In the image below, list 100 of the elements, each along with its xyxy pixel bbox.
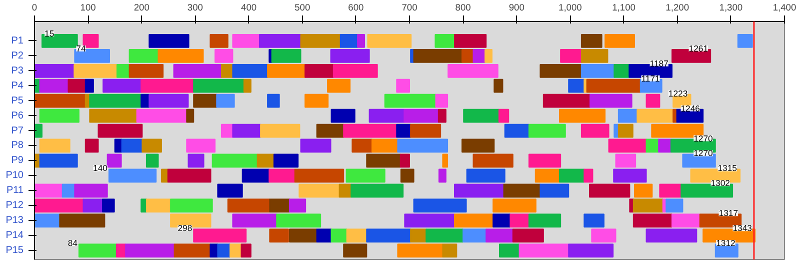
- x-tick-label: 500: [294, 2, 310, 12]
- bar: [259, 34, 302, 48]
- x-tick-label: 600: [348, 2, 364, 12]
- annotation: 1317: [718, 208, 738, 218]
- bar: [116, 64, 130, 78]
- bar: [140, 94, 150, 108]
- y-tick-label: P3: [11, 65, 24, 76]
- bar: [74, 184, 108, 198]
- bar: [448, 64, 498, 78]
- annotation: 1315: [718, 163, 738, 174]
- bar: [125, 244, 175, 258]
- y-tick-label: P7: [11, 125, 24, 136]
- bar: [442, 154, 448, 168]
- bar: [128, 48, 159, 63]
- annotation: 1223: [668, 88, 688, 98]
- y-tick-label: P10: [6, 170, 24, 182]
- bar: [540, 184, 570, 198]
- annotation: 1270: [694, 148, 714, 158]
- annotation: 1171: [641, 73, 660, 84]
- bar: [534, 168, 560, 183]
- annotation: 74: [76, 43, 86, 54]
- x-tick-label: 100: [80, 2, 96, 12]
- annotation: 1343: [732, 223, 752, 234]
- bar: [466, 168, 506, 183]
- bar: [343, 244, 368, 258]
- bar: [560, 48, 582, 63]
- x-tick-label: 900: [508, 2, 524, 12]
- bar: [737, 34, 753, 48]
- bar: [330, 228, 348, 242]
- bar: [518, 244, 570, 258]
- bar: [186, 138, 216, 153]
- bar: [454, 34, 487, 48]
- y-tick-label: P15: [6, 245, 24, 256]
- bar: [435, 94, 448, 108]
- bar: [276, 214, 322, 228]
- bar: [528, 124, 566, 138]
- bar: [136, 108, 188, 123]
- x-tick-label: 300: [187, 2, 204, 12]
- x-tick-label: 1,300: [719, 2, 743, 12]
- bar: [672, 214, 700, 228]
- x-tick-label: 1,100: [612, 2, 636, 12]
- bar: [586, 78, 641, 93]
- annotation: 1312: [716, 238, 736, 248]
- annotation: 1270: [694, 133, 714, 144]
- bar: [413, 48, 462, 63]
- x-tick-label: 700: [402, 2, 418, 12]
- bar: [106, 154, 122, 168]
- y-tick-label: P9: [11, 155, 24, 166]
- x-tick-label: 400: [241, 2, 257, 12]
- annotation: 15: [44, 28, 54, 38]
- y-tick-label: P8: [11, 140, 24, 152]
- bar: [298, 184, 340, 198]
- bar: [84, 78, 94, 93]
- x-tick-label: 0: [32, 2, 38, 12]
- bar: [396, 78, 410, 93]
- bar: [503, 184, 541, 198]
- y-tick-label: P4: [11, 80, 24, 92]
- bar: [632, 214, 672, 228]
- bar: [504, 124, 530, 138]
- y-tick-label: P1: [11, 35, 24, 46]
- bar: [170, 198, 213, 213]
- bar: [434, 34, 455, 48]
- bar: [542, 94, 591, 108]
- bar: [559, 108, 606, 123]
- bar: [384, 94, 436, 108]
- bar: [666, 198, 684, 213]
- y-tick-label: P6: [11, 110, 24, 122]
- annotation: 1302: [710, 178, 730, 188]
- x-tick-label: 200: [134, 2, 150, 12]
- bar: [584, 168, 594, 183]
- annotation: 298: [178, 223, 192, 234]
- bar: [368, 108, 405, 123]
- bar: [346, 168, 386, 183]
- y-tick-label: P5: [11, 95, 24, 106]
- bar: [413, 198, 467, 213]
- bar: [39, 108, 80, 123]
- bar: [615, 154, 636, 168]
- y-tick-label: P11: [6, 185, 24, 196]
- annotation: 84: [68, 238, 78, 248]
- y-tick-label: P13: [6, 215, 24, 226]
- y-tick-label: P12: [6, 200, 24, 212]
- annotation: 1261: [688, 43, 708, 54]
- bar: [212, 154, 258, 168]
- annotation: 1246: [680, 103, 700, 114]
- annotation: 1187: [650, 58, 669, 68]
- bar: [366, 154, 401, 168]
- bar: [34, 184, 63, 198]
- bar: [528, 154, 562, 168]
- y-tick-label: P14: [6, 230, 24, 242]
- x-tick-label: 1,200: [666, 2, 690, 12]
- x-tick-label: 1,000: [558, 2, 582, 12]
- x-tick-label: 1,400: [772, 2, 796, 12]
- bar: [404, 214, 455, 228]
- y-tick-label: P2: [11, 50, 24, 62]
- bar: [260, 124, 300, 138]
- x-tick-label: 800: [455, 2, 471, 12]
- bar: [659, 184, 682, 198]
- bar: [316, 228, 332, 242]
- bar: [78, 244, 117, 258]
- bar: [591, 228, 616, 242]
